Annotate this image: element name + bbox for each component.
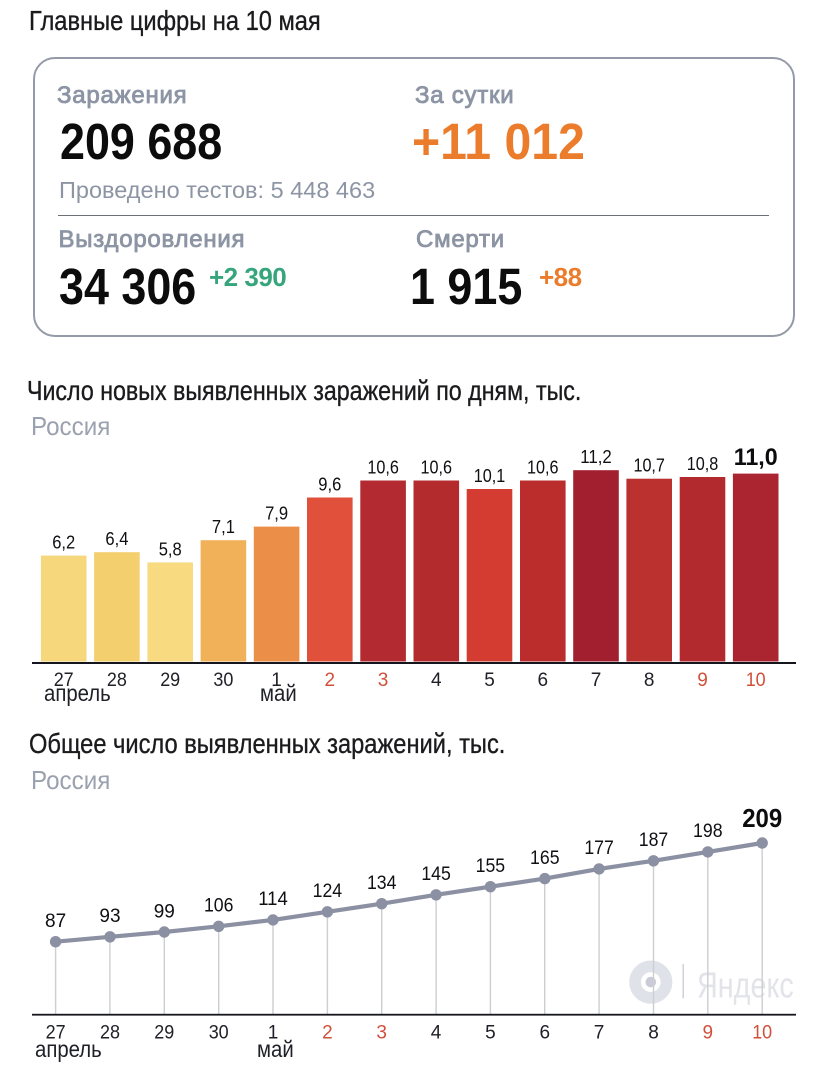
svg-text:10,6: 10,6 [421, 457, 453, 478]
svg-text:145: 145 [421, 864, 451, 885]
svg-text:10,7: 10,7 [633, 455, 665, 476]
svg-text:1: 1 [271, 670, 282, 691]
svg-text:10: 10 [746, 670, 766, 691]
svg-text:177: 177 [584, 838, 614, 859]
svg-text:7,1: 7,1 [212, 516, 235, 537]
svg-text:134: 134 [367, 873, 397, 894]
svg-text:106: 106 [204, 896, 234, 917]
svg-text:5,8: 5,8 [159, 538, 182, 559]
svg-text:5: 5 [485, 1023, 496, 1044]
svg-text:87: 87 [45, 911, 66, 932]
svg-text:30: 30 [209, 1023, 229, 1044]
svg-text:6,4: 6,4 [105, 528, 128, 549]
svg-text:6: 6 [540, 1023, 551, 1044]
svg-text:28: 28 [107, 670, 127, 691]
svg-text:10,6: 10,6 [527, 457, 559, 478]
svg-text:4: 4 [431, 1023, 442, 1044]
svg-text:7: 7 [594, 1023, 605, 1044]
svg-text:124: 124 [313, 881, 343, 902]
svg-text:9: 9 [703, 1023, 714, 1044]
svg-text:10,1: 10,1 [474, 465, 506, 486]
svg-text:1: 1 [268, 1023, 279, 1044]
svg-text:10,8: 10,8 [687, 453, 719, 474]
svg-text:8: 8 [648, 1023, 659, 1044]
svg-text:28: 28 [100, 1023, 120, 1044]
svg-text:8: 8 [644, 670, 655, 691]
svg-text:10,6: 10,6 [367, 457, 399, 478]
svg-text:3: 3 [376, 1023, 387, 1044]
svg-text:27: 27 [54, 670, 74, 691]
svg-text:10: 10 [752, 1023, 772, 1044]
svg-text:9,6: 9,6 [318, 474, 341, 495]
svg-text:6: 6 [538, 670, 549, 691]
svg-text:198: 198 [693, 821, 723, 842]
svg-text:165: 165 [530, 848, 560, 869]
svg-text:187: 187 [639, 830, 669, 851]
svg-text:11,0: 11,0 [734, 444, 778, 471]
svg-text:3: 3 [378, 670, 389, 691]
svg-text:4: 4 [431, 670, 442, 691]
svg-text:27: 27 [46, 1023, 66, 1044]
svg-text:7: 7 [591, 670, 602, 691]
svg-text:7,9: 7,9 [265, 503, 288, 524]
svg-text:114: 114 [258, 889, 288, 910]
svg-text:93: 93 [99, 906, 120, 927]
svg-text:2: 2 [325, 670, 336, 691]
svg-text:9: 9 [697, 670, 708, 691]
svg-text:Яндекс: Яндекс [697, 964, 794, 1005]
svg-text:6,2: 6,2 [52, 532, 75, 553]
svg-text:209: 209 [742, 805, 782, 833]
svg-text:155: 155 [476, 856, 506, 877]
svg-text:2: 2 [322, 1023, 333, 1044]
svg-text:99: 99 [154, 901, 175, 922]
svg-text:29: 29 [154, 1023, 174, 1044]
svg-text:29: 29 [160, 670, 180, 691]
svg-text:11,2: 11,2 [580, 446, 612, 467]
svg-text:5: 5 [484, 670, 495, 691]
svg-text:30: 30 [213, 670, 233, 691]
